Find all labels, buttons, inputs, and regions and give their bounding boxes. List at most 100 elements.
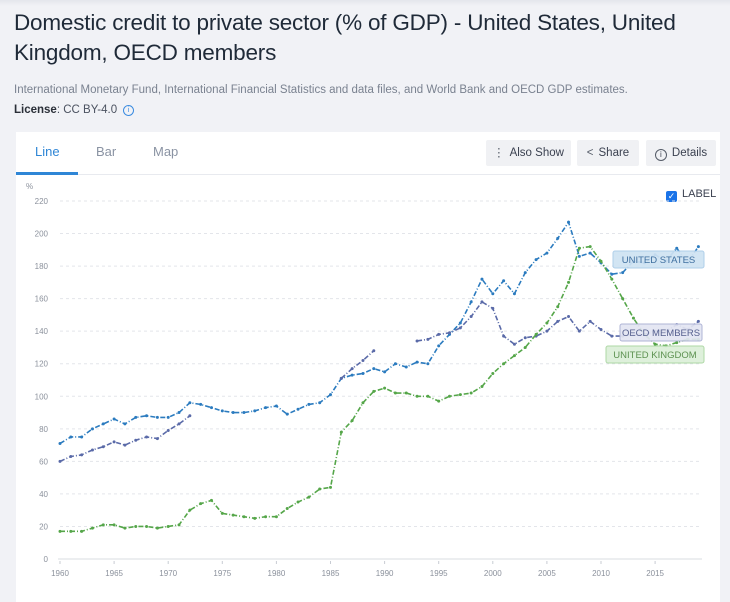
data-point-uk[interactable] <box>242 515 246 519</box>
data-point-oecd[interactable] <box>372 349 376 353</box>
data-point-us[interactable] <box>512 292 516 296</box>
data-point-uk[interactable] <box>631 316 635 320</box>
data-point-oecd[interactable] <box>523 336 527 340</box>
data-point-uk[interactable] <box>231 513 235 517</box>
data-point-uk[interactable] <box>112 523 116 527</box>
data-point-uk[interactable] <box>307 495 311 499</box>
series-line-us[interactable] <box>59 220 700 445</box>
data-point-us[interactable] <box>188 401 192 405</box>
data-point-uk[interactable] <box>610 277 614 281</box>
data-point-oecd[interactable] <box>545 329 549 333</box>
data-point-us[interactable] <box>209 406 213 410</box>
data-point-us[interactable] <box>469 300 473 304</box>
data-point-us[interactable] <box>404 365 408 369</box>
data-point-uk[interactable] <box>145 524 149 528</box>
data-point-us[interactable] <box>534 258 538 262</box>
data-point-oecd[interactable] <box>361 358 365 362</box>
data-point-uk[interactable] <box>285 507 289 511</box>
data-point-oecd[interactable] <box>448 331 452 335</box>
data-point-uk[interactable] <box>134 524 138 528</box>
data-point-us[interactable] <box>458 321 462 325</box>
data-point-us[interactable] <box>696 245 700 249</box>
label-toggle[interactable]: ✓ LABEL <box>666 188 716 202</box>
data-point-uk[interactable] <box>69 529 73 533</box>
data-point-us[interactable] <box>567 220 571 224</box>
data-point-uk[interactable] <box>653 342 657 346</box>
data-point-oecd[interactable] <box>567 315 571 319</box>
data-point-us[interactable] <box>318 401 322 405</box>
data-point-us[interactable] <box>274 404 278 408</box>
data-point-uk[interactable] <box>372 389 376 393</box>
data-point-uk[interactable] <box>329 485 332 489</box>
data-point-oecd[interactable] <box>177 422 181 426</box>
data-point-us[interactable] <box>145 414 149 418</box>
data-point-uk[interactable] <box>199 502 203 506</box>
data-point-uk[interactable] <box>177 523 181 527</box>
data-point-uk[interactable] <box>523 345 527 349</box>
data-point-oecd[interactable] <box>696 319 700 323</box>
data-point-us[interactable] <box>393 362 397 366</box>
data-point-oecd[interactable] <box>134 438 138 442</box>
data-point-us[interactable] <box>383 370 387 374</box>
data-point-oecd[interactable] <box>90 448 94 452</box>
data-point-us[interactable] <box>296 407 300 411</box>
data-point-uk[interactable] <box>123 526 127 530</box>
data-point-us[interactable] <box>361 371 365 375</box>
data-point-us[interactable] <box>415 360 419 364</box>
data-point-us[interactable] <box>112 417 116 421</box>
data-point-oecd[interactable] <box>415 339 419 343</box>
data-point-us[interactable] <box>253 409 257 413</box>
data-point-us[interactable] <box>220 409 224 413</box>
data-point-uk[interactable] <box>675 341 679 345</box>
data-point-uk[interactable] <box>404 391 408 395</box>
data-point-us[interactable] <box>372 367 376 371</box>
data-point-uk[interactable] <box>458 393 462 397</box>
data-point-oecd[interactable] <box>123 443 127 447</box>
data-point-oecd[interactable] <box>339 376 343 380</box>
data-point-us[interactable] <box>350 373 354 377</box>
data-point-uk[interactable] <box>393 391 397 395</box>
data-point-us[interactable] <box>329 393 332 397</box>
data-point-uk[interactable] <box>556 305 560 309</box>
data-point-oecd[interactable] <box>469 315 473 319</box>
data-point-oecd[interactable] <box>458 326 462 330</box>
share-button[interactable]: < Share <box>577 140 639 166</box>
data-point-us[interactable] <box>177 411 181 415</box>
data-point-us[interactable] <box>577 254 581 258</box>
also-show-button[interactable]: ⋮ Also Show <box>486 140 571 166</box>
data-point-uk[interactable] <box>90 526 94 530</box>
data-point-us[interactable] <box>523 271 527 275</box>
data-point-oecd[interactable] <box>101 445 105 449</box>
data-point-uk[interactable] <box>264 515 268 519</box>
data-point-uk[interactable] <box>599 259 603 263</box>
data-point-uk[interactable] <box>80 529 84 533</box>
data-point-uk[interactable] <box>166 524 170 528</box>
data-point-us[interactable] <box>491 292 495 296</box>
data-point-uk[interactable] <box>296 500 300 504</box>
data-point-uk[interactable] <box>318 487 322 491</box>
tab-line[interactable]: Line <box>35 144 60 159</box>
tab-map[interactable]: Map <box>153 144 179 159</box>
data-point-uk[interactable] <box>58 529 62 533</box>
data-point-uk[interactable] <box>101 523 105 527</box>
data-point-oecd[interactable] <box>155 437 159 441</box>
data-point-oecd[interactable] <box>145 435 149 439</box>
data-point-uk[interactable] <box>469 391 473 395</box>
data-point-uk[interactable] <box>188 508 192 512</box>
data-point-uk[interactable] <box>155 526 159 530</box>
data-point-oecd[interactable] <box>588 319 592 323</box>
data-point-uk[interactable] <box>426 394 430 398</box>
data-point-uk[interactable] <box>339 430 343 434</box>
data-point-uk[interactable] <box>253 516 257 520</box>
series-line-oecd[interactable] <box>416 300 699 346</box>
data-point-uk[interactable] <box>220 511 224 515</box>
data-point-oecd[interactable] <box>188 414 192 418</box>
data-point-us[interactable] <box>199 402 203 406</box>
data-point-oecd[interactable] <box>426 337 430 341</box>
data-point-us[interactable] <box>231 411 235 415</box>
data-point-uk[interactable] <box>274 515 278 519</box>
data-point-oecd[interactable] <box>502 334 506 338</box>
data-point-oecd[interactable] <box>480 300 484 304</box>
data-point-us[interactable] <box>588 251 592 255</box>
data-point-us[interactable] <box>621 271 625 275</box>
